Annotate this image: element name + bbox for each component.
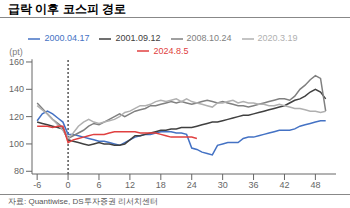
html-text:2020.3.19: 2020.3.19 <box>257 33 298 43</box>
svg-text:18: 18 <box>156 180 166 190</box>
svg-text:24: 24 <box>187 180 197 190</box>
html-text:자료: Quantiwise, DS투자증권 리서치센터: 자료: Quantiwise, DS투자증권 리서치센터 <box>8 197 158 206</box>
svg-text:-6: -6 <box>33 180 41 190</box>
html-text:2000.04.17: 2000.04.17 <box>44 33 90 43</box>
svg-text:12: 12 <box>125 180 135 190</box>
html-text:2008.10.24: 2008.10.24 <box>186 33 232 43</box>
svg-text:(pt): (pt) <box>9 47 23 57</box>
svg-text:0: 0 <box>66 180 71 190</box>
svg-text:140: 140 <box>9 84 24 94</box>
html-text:2024.8.5: 2024.8.5 <box>153 45 189 56</box>
html-text:급락 이후 코스피 경로: 급락 이후 코스피 경로 <box>8 2 126 16</box>
svg-text:80: 80 <box>14 166 24 176</box>
svg-text:6: 6 <box>96 180 101 190</box>
svg-text:120: 120 <box>9 112 24 122</box>
svg-text:42: 42 <box>279 180 289 190</box>
svg-text:48: 48 <box>310 180 320 190</box>
svg-text:36: 36 <box>249 180 259 190</box>
svg-text:100: 100 <box>9 139 24 149</box>
html-text:2001.09.12: 2001.09.12 <box>115 33 161 43</box>
svg-text:30: 30 <box>218 180 228 190</box>
svg-text:160: 160 <box>9 57 24 67</box>
